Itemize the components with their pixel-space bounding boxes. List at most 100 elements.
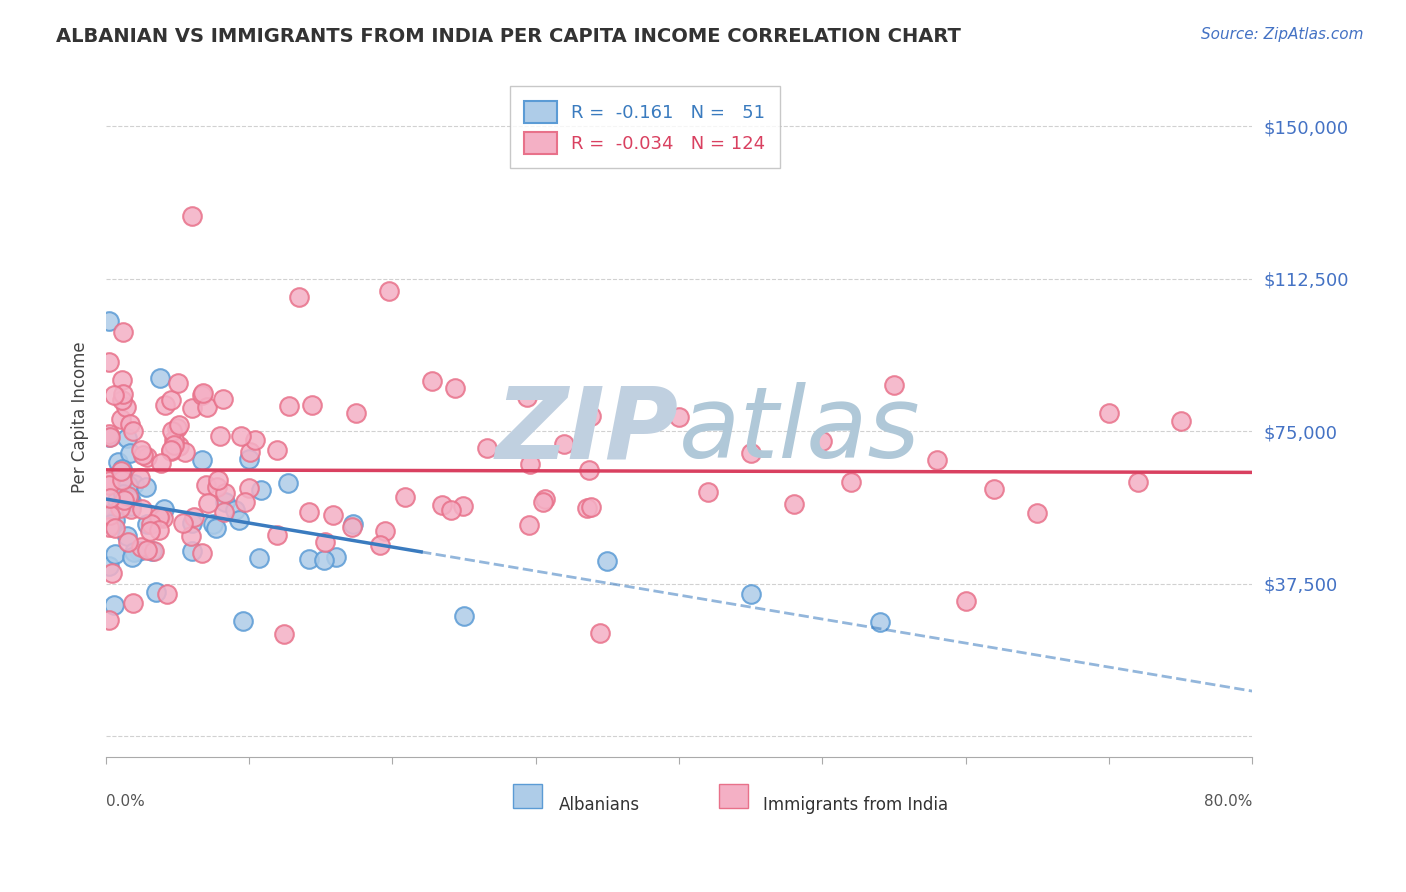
Point	[325, 550, 347, 565]
Point	[519, 517, 541, 532]
Point	[135, 450, 157, 464]
Point	[579, 500, 602, 515]
Point	[98, 491, 121, 506]
Point	[1026, 506, 1049, 520]
Point	[121, 596, 143, 610]
Point	[420, 374, 443, 388]
Point	[98, 427, 121, 442]
Point	[117, 535, 139, 549]
Point	[451, 499, 474, 513]
Point	[668, 409, 690, 424]
Point	[160, 444, 183, 458]
Point	[115, 431, 138, 445]
Point	[214, 505, 236, 519]
Point	[118, 492, 141, 507]
Point	[166, 376, 188, 390]
Point	[160, 393, 183, 408]
Point	[111, 473, 134, 487]
Point	[104, 547, 127, 561]
Point	[696, 485, 718, 500]
Point	[100, 517, 122, 532]
Point	[172, 516, 194, 531]
Point	[120, 494, 142, 508]
Point	[277, 399, 299, 413]
Point	[122, 424, 145, 438]
Point	[128, 544, 150, 558]
Point	[249, 483, 271, 498]
Point	[149, 371, 172, 385]
Point	[839, 475, 862, 489]
Text: atlas: atlas	[679, 382, 921, 479]
Point	[277, 476, 299, 491]
Point	[453, 609, 475, 624]
Point	[103, 387, 125, 401]
FancyBboxPatch shape	[513, 784, 541, 807]
Point	[131, 502, 153, 516]
Point	[238, 451, 260, 466]
Point	[374, 524, 396, 538]
Point	[811, 434, 834, 449]
Point	[205, 520, 228, 534]
Point	[190, 387, 212, 401]
Point	[117, 490, 139, 504]
Point	[180, 401, 202, 416]
Point	[132, 448, 155, 462]
Text: 80.0%: 80.0%	[1204, 794, 1253, 809]
Point	[1170, 414, 1192, 428]
Point	[135, 517, 157, 532]
Point	[108, 500, 131, 515]
Point	[97, 430, 120, 444]
Text: 0.0%: 0.0%	[105, 794, 145, 809]
Point	[740, 587, 762, 601]
Point	[783, 497, 806, 511]
Point	[166, 421, 188, 435]
Point	[111, 462, 134, 476]
Point	[368, 538, 391, 552]
Point	[193, 386, 215, 401]
Point	[180, 543, 202, 558]
Point	[207, 480, 229, 494]
Point	[1098, 406, 1121, 420]
Point	[243, 434, 266, 448]
Point	[163, 437, 186, 451]
Point	[97, 478, 120, 492]
Point	[152, 510, 174, 524]
Point	[145, 585, 167, 599]
Point	[430, 498, 453, 512]
Point	[111, 325, 134, 339]
Point	[955, 594, 977, 608]
Point	[197, 495, 219, 509]
Point	[301, 398, 323, 412]
Point	[153, 398, 176, 412]
Point	[191, 546, 214, 560]
Point	[298, 504, 321, 518]
Point	[224, 503, 246, 517]
Point	[477, 441, 499, 455]
Point	[100, 430, 122, 444]
Point	[98, 508, 121, 522]
Point	[169, 439, 191, 453]
Point	[134, 479, 156, 493]
Point	[121, 550, 143, 565]
Point	[156, 587, 179, 601]
Point	[533, 492, 555, 507]
Point	[124, 544, 146, 558]
Point	[104, 521, 127, 535]
Point	[97, 474, 120, 488]
Point	[120, 445, 142, 459]
Point	[97, 613, 120, 627]
Point	[97, 519, 120, 533]
Text: Albanians: Albanians	[558, 797, 640, 814]
Point	[869, 615, 891, 630]
Point	[117, 478, 139, 492]
Point	[883, 377, 905, 392]
Point	[111, 373, 134, 387]
Point	[97, 314, 120, 328]
Point	[377, 285, 399, 299]
Point	[232, 614, 254, 628]
Point	[110, 412, 132, 426]
Point	[128, 471, 150, 485]
Point	[298, 552, 321, 566]
Point	[233, 495, 256, 509]
Point	[136, 543, 159, 558]
